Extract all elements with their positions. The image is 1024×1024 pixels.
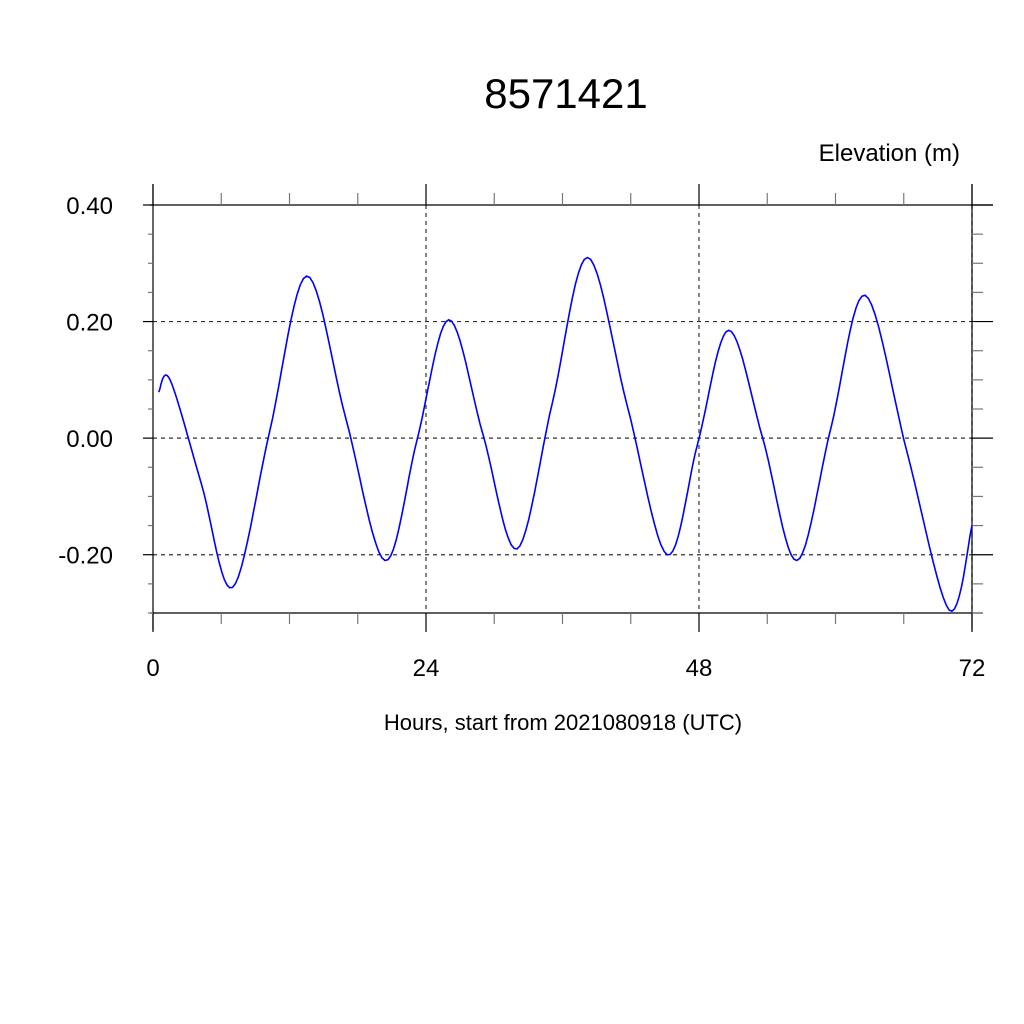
axes: [150, 184, 993, 630]
x-tick-label: 0: [146, 655, 159, 682]
y-tick-label: 0.40: [66, 193, 113, 220]
y-tick-label: -0.20: [58, 543, 113, 570]
x-tick-label: 72: [959, 655, 986, 682]
y-tick-label: 0.00: [66, 426, 113, 453]
tick-marks: [143, 184, 993, 632]
x-tick-label: 48: [686, 655, 713, 682]
chart-title: 8571421: [484, 70, 648, 117]
x-axis-label: Hours, start from 2021080918 (UTC): [384, 710, 742, 735]
x-tick-label: 24: [413, 655, 440, 682]
y-axis-label: Elevation (m): [819, 140, 960, 167]
y-tick-label: 0.20: [66, 310, 113, 337]
series-line: [157, 256, 973, 613]
grid-lines: [153, 205, 973, 613]
tick-labels: 0 24 48 72 0.40 0.20 0.00 -0.20: [58, 193, 985, 682]
